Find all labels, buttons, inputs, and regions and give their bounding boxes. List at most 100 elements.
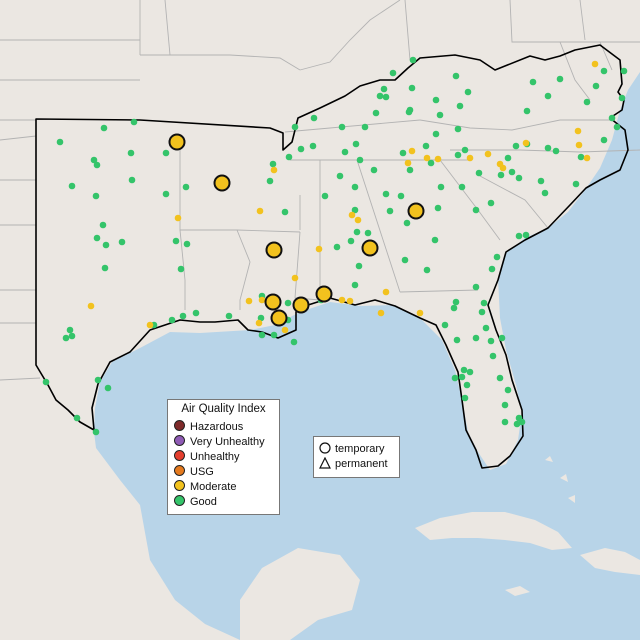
site-marker-good[interactable] xyxy=(297,145,305,153)
site-marker-good[interactable] xyxy=(183,240,191,248)
site-marker-moderate[interactable] xyxy=(434,155,442,163)
site-marker-good[interactable] xyxy=(552,147,560,155)
site-marker-good[interactable] xyxy=(600,136,608,144)
site-marker-good[interactable] xyxy=(355,262,363,270)
site-marker-good[interactable] xyxy=(463,381,471,389)
site-marker-moderate-temporary[interactable] xyxy=(315,285,333,303)
site-marker-good[interactable] xyxy=(352,140,360,148)
site-marker-good[interactable] xyxy=(73,414,81,422)
site-marker-good[interactable] xyxy=(182,183,190,191)
site-marker-good[interactable] xyxy=(162,149,170,157)
site-marker-good[interactable] xyxy=(281,208,289,216)
site-marker-moderate[interactable] xyxy=(255,319,263,327)
site-marker-moderate[interactable] xyxy=(408,147,416,155)
site-marker-moderate[interactable] xyxy=(466,154,474,162)
site-marker-moderate-temporary[interactable] xyxy=(292,296,310,314)
site-marker-good[interactable] xyxy=(488,265,496,273)
site-marker-good[interactable] xyxy=(257,314,265,322)
site-marker-good[interactable] xyxy=(68,182,76,190)
site-marker-good[interactable] xyxy=(458,183,466,191)
site-marker-good[interactable] xyxy=(336,172,344,180)
site-marker-good[interactable] xyxy=(432,130,440,138)
site-marker-moderate-temporary[interactable] xyxy=(168,133,186,151)
site-marker-good[interactable] xyxy=(522,231,530,239)
site-marker-good[interactable] xyxy=(285,153,293,161)
site-marker-moderate[interactable] xyxy=(258,296,266,304)
site-marker-good[interactable] xyxy=(472,283,480,291)
site-marker-good[interactable] xyxy=(92,428,100,436)
site-marker-good[interactable] xyxy=(225,312,233,320)
site-marker-good[interactable] xyxy=(512,142,520,150)
site-marker-good[interactable] xyxy=(386,207,394,215)
site-marker-good[interactable] xyxy=(403,219,411,227)
site-marker-good[interactable] xyxy=(515,232,523,240)
site-marker-good[interactable] xyxy=(480,299,488,307)
site-marker-good[interactable] xyxy=(556,75,564,83)
site-marker-moderate[interactable] xyxy=(87,302,95,310)
site-marker-good[interactable] xyxy=(504,154,512,162)
site-marker-good[interactable] xyxy=(351,281,359,289)
site-marker-moderate[interactable] xyxy=(291,274,299,282)
site-marker-good[interactable] xyxy=(460,366,468,374)
site-marker-moderate-temporary[interactable] xyxy=(361,239,379,257)
site-marker-good[interactable] xyxy=(128,176,136,184)
site-marker-good[interactable] xyxy=(321,192,329,200)
site-marker-moderate[interactable] xyxy=(423,154,431,162)
site-marker-good[interactable] xyxy=(290,338,298,346)
site-marker-moderate[interactable] xyxy=(348,211,356,219)
site-marker-good[interactable] xyxy=(372,109,380,117)
site-marker-good[interactable] xyxy=(266,177,274,185)
site-marker-good[interactable] xyxy=(592,82,600,90)
site-marker-good[interactable] xyxy=(284,299,292,307)
site-marker-good[interactable] xyxy=(452,298,460,306)
site-marker-moderate[interactable] xyxy=(338,296,346,304)
site-marker-good[interactable] xyxy=(56,138,64,146)
site-marker-moderate[interactable] xyxy=(146,321,154,329)
site-marker-good[interactable] xyxy=(370,166,378,174)
site-marker-good[interactable] xyxy=(487,337,495,345)
site-marker-good[interactable] xyxy=(94,376,102,384)
site-marker-good[interactable] xyxy=(518,418,526,426)
site-marker-good[interactable] xyxy=(434,204,442,212)
site-marker-good[interactable] xyxy=(544,92,552,100)
site-marker-good[interactable] xyxy=(192,309,200,317)
site-marker-good[interactable] xyxy=(544,144,552,152)
site-marker-good[interactable] xyxy=(66,326,74,334)
site-marker-good[interactable] xyxy=(397,192,405,200)
site-marker-good[interactable] xyxy=(104,384,112,392)
site-marker-good[interactable] xyxy=(347,237,355,245)
site-marker-good[interactable] xyxy=(338,123,346,131)
site-marker-good[interactable] xyxy=(466,368,474,376)
site-marker-good[interactable] xyxy=(291,123,299,131)
site-marker-moderate[interactable] xyxy=(315,245,323,253)
site-marker-good[interactable] xyxy=(501,418,509,426)
site-marker-good[interactable] xyxy=(422,142,430,150)
site-marker-moderate[interactable] xyxy=(245,297,253,305)
site-marker-good[interactable] xyxy=(361,123,369,131)
site-marker-good[interactable] xyxy=(405,108,413,116)
site-marker-moderate[interactable] xyxy=(270,166,278,174)
site-marker-good[interactable] xyxy=(258,331,266,339)
site-marker-moderate[interactable] xyxy=(377,309,385,317)
site-marker-good[interactable] xyxy=(461,146,469,154)
site-marker-good[interactable] xyxy=(453,336,461,344)
site-marker-good[interactable] xyxy=(541,189,549,197)
site-marker-good[interactable] xyxy=(333,243,341,251)
site-marker-good[interactable] xyxy=(118,238,126,246)
site-marker-good[interactable] xyxy=(464,88,472,96)
site-marker-moderate[interactable] xyxy=(256,207,264,215)
site-marker-good[interactable] xyxy=(454,125,462,133)
site-marker-good[interactable] xyxy=(351,183,359,191)
site-marker-good[interactable] xyxy=(450,304,458,312)
site-marker-good[interactable] xyxy=(364,229,372,237)
site-marker-moderate[interactable] xyxy=(382,288,390,296)
site-marker-good[interactable] xyxy=(309,142,317,150)
site-marker-good[interactable] xyxy=(608,114,616,122)
site-marker-good[interactable] xyxy=(376,92,384,100)
site-marker-good[interactable] xyxy=(130,118,138,126)
site-marker-good[interactable] xyxy=(482,324,490,332)
site-marker-good[interactable] xyxy=(451,374,459,382)
site-marker-good[interactable] xyxy=(489,352,497,360)
site-marker-good[interactable] xyxy=(382,93,390,101)
